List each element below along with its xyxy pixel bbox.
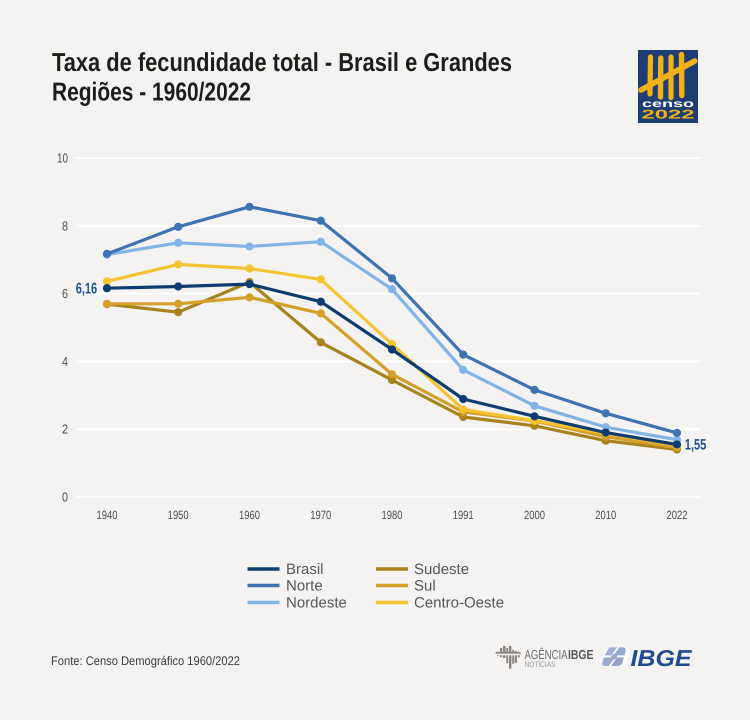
svg-text:Fonte: Censo Demográfico 1960/: Fonte: Censo Demográfico 1960/2022 xyxy=(51,654,240,668)
svg-text:1960: 1960 xyxy=(239,508,260,522)
svg-text:1991: 1991 xyxy=(453,508,474,522)
svg-text:2022: 2022 xyxy=(667,508,688,522)
svg-text:AGÊNCIA: AGÊNCIA xyxy=(525,647,568,662)
svg-text:Centro-Oeste: Centro-Oeste xyxy=(414,595,504,612)
svg-text:Brasil: Brasil xyxy=(286,561,324,578)
svg-text:4: 4 xyxy=(62,354,68,369)
svg-text:1,55: 1,55 xyxy=(685,437,707,454)
svg-text:2000: 2000 xyxy=(524,508,545,522)
svg-text:6: 6 xyxy=(62,286,68,301)
svg-text:10: 10 xyxy=(57,151,68,166)
svg-text:2010: 2010 xyxy=(595,508,616,522)
svg-text:Taxa de fecundidade total - Br: Taxa de fecundidade total - Brasil e Gra… xyxy=(52,47,512,77)
svg-text:Sul: Sul xyxy=(414,578,436,595)
svg-text:1970: 1970 xyxy=(310,508,331,522)
svg-text:1940: 1940 xyxy=(97,508,118,522)
svg-text:IBGE: IBGE xyxy=(568,647,594,662)
svg-text:Regiões - 1960/2022: Regiões - 1960/2022 xyxy=(52,77,251,107)
svg-text:Norte: Norte xyxy=(286,578,323,595)
svg-text:2: 2 xyxy=(62,422,68,437)
svg-text:Sudeste: Sudeste xyxy=(414,561,469,578)
svg-text:1980: 1980 xyxy=(382,508,403,522)
svg-text:Nordeste: Nordeste xyxy=(286,595,347,612)
svg-text:0: 0 xyxy=(62,490,68,505)
svg-text:8: 8 xyxy=(62,218,68,233)
svg-text:1950: 1950 xyxy=(168,508,189,522)
svg-text:2022: 2022 xyxy=(642,108,695,122)
svg-text:6,16: 6,16 xyxy=(76,280,98,297)
svg-text:IBGE: IBGE xyxy=(631,645,693,671)
svg-text:NOTÍCIAS: NOTÍCIAS xyxy=(525,660,556,669)
svg-text:censo: censo xyxy=(642,98,694,110)
